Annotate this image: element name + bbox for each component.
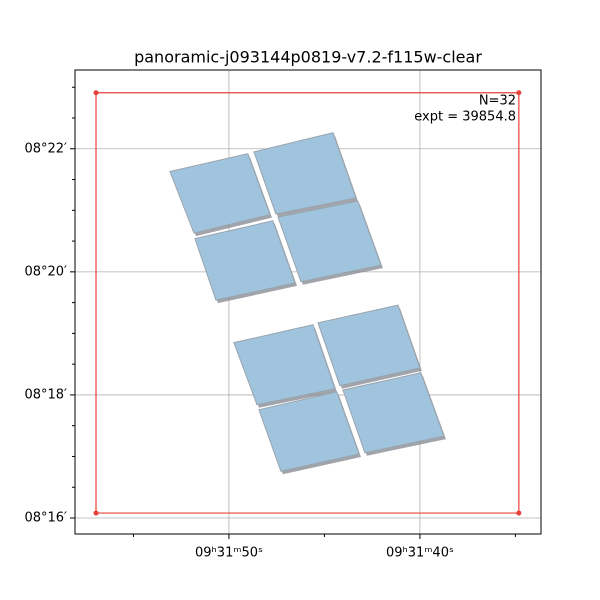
chart-title: panoramic-j093144p0819-v7.2-f115w-clear	[134, 48, 482, 67]
annotation: N=32	[479, 94, 516, 109]
annotation: expt = 39854.8	[414, 110, 516, 125]
box-corner	[93, 90, 99, 96]
footprint	[194, 220, 296, 301]
box-corner	[516, 510, 522, 516]
y-tick-label: 08°22′	[24, 141, 67, 156]
footprint	[277, 200, 382, 283]
footprint	[253, 132, 357, 215]
box-corner	[93, 510, 99, 516]
footprint	[233, 324, 336, 406]
footprint	[342, 372, 445, 454]
y-tick-label: 08°18′	[24, 387, 67, 402]
plot-frame	[74, 69, 542, 535]
y-tick-label: 08°16′	[24, 511, 67, 526]
footprint	[317, 304, 421, 387]
box-corner	[516, 90, 522, 96]
footprint	[258, 391, 360, 472]
x-tick-label: 09ʰ31ᵐ40ˢ	[386, 546, 454, 561]
footprint	[169, 153, 271, 234]
x-tick-label: 09ʰ31ᵐ50ˢ	[195, 546, 263, 561]
y-tick-label: 08°20′	[24, 264, 67, 279]
